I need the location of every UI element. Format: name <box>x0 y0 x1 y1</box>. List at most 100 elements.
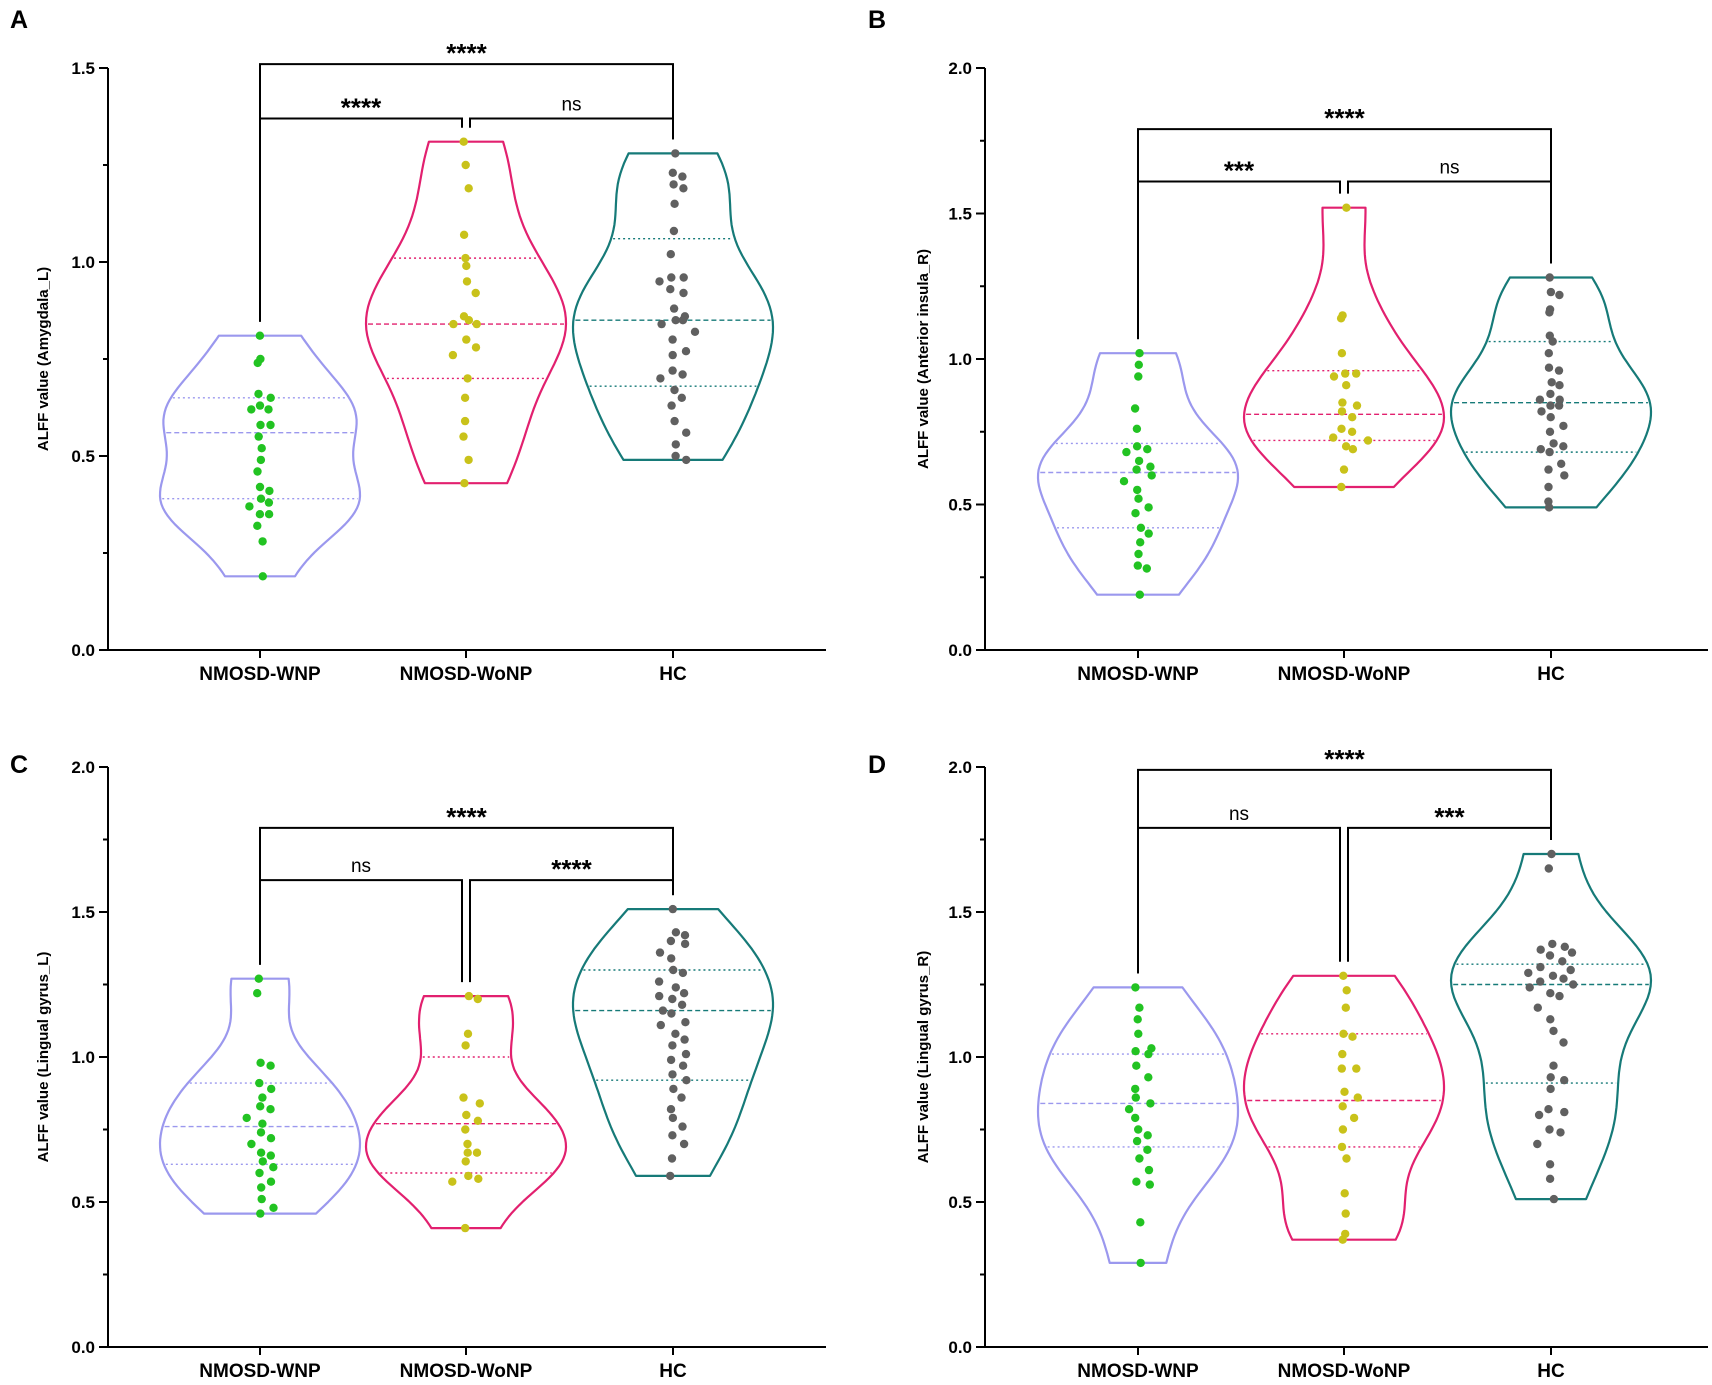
data-point <box>667 273 676 282</box>
y-tick-label: 0.0 <box>948 641 972 660</box>
data-point <box>667 1009 676 1018</box>
data-point <box>1545 273 1554 282</box>
data-point <box>1132 1136 1142 1146</box>
data-point <box>461 1223 470 1233</box>
data-point <box>666 285 675 294</box>
data-point <box>671 149 680 158</box>
data-point <box>1544 1105 1553 1114</box>
data-point <box>667 954 676 963</box>
data-point <box>471 343 481 352</box>
data-point <box>1566 965 1575 975</box>
violin-hc <box>571 152 775 461</box>
data-point <box>474 1174 483 1184</box>
data-point <box>1557 459 1566 468</box>
significance-bracket <box>1347 826 1552 962</box>
data-point <box>669 304 679 313</box>
significance-bracket <box>1137 826 1341 974</box>
data-point <box>1537 407 1546 416</box>
data-point <box>679 288 688 298</box>
data-point <box>679 273 688 282</box>
y-tick-label: 2.0 <box>948 59 972 78</box>
data-point <box>669 226 679 236</box>
data-point <box>253 521 262 530</box>
data-point <box>258 537 267 546</box>
data-point <box>668 335 677 344</box>
violin-nmosd-wnp <box>1036 986 1240 1264</box>
data-point <box>1347 427 1357 436</box>
x-tick-label: NMOSD-WoNP <box>400 664 533 685</box>
panel-letter: C <box>10 751 28 779</box>
data-point <box>256 1148 266 1157</box>
data-point <box>666 250 675 259</box>
data-point <box>1337 424 1346 433</box>
significance-bracket <box>1137 768 1552 974</box>
data-point <box>678 316 688 325</box>
data-point <box>463 1139 472 1149</box>
data-point <box>1136 1258 1145 1268</box>
data-point <box>464 455 473 465</box>
violin-nmosd-wonp <box>1242 974 1446 1241</box>
data-point <box>254 432 263 441</box>
data-point <box>657 319 666 329</box>
data-point <box>678 1061 688 1070</box>
data-point <box>1136 523 1146 532</box>
data-point <box>681 1018 690 1027</box>
violin-nmosd-wonp <box>1242 206 1446 489</box>
data-point <box>1352 1064 1361 1073</box>
data-point <box>678 370 687 379</box>
data-point <box>1348 1032 1357 1041</box>
data-point <box>1352 401 1362 410</box>
significance-bracket <box>469 879 674 983</box>
data-point <box>1544 864 1554 873</box>
data-point <box>1134 549 1143 559</box>
data-point <box>1329 372 1339 381</box>
data-point <box>473 994 482 1004</box>
data-point <box>253 467 262 476</box>
data-point <box>1525 983 1534 992</box>
data-point <box>1338 1102 1347 1111</box>
data-point <box>1546 1073 1555 1082</box>
data-point <box>1535 395 1545 404</box>
data-point <box>1559 974 1568 983</box>
data-point <box>253 989 262 998</box>
data-point <box>656 374 665 383</box>
data-point <box>1135 590 1145 599</box>
y-tick-label: 0.0 <box>71 1338 95 1357</box>
data-point <box>269 1203 278 1213</box>
data-point <box>668 1113 678 1123</box>
x-tick-label: NMOSD-WNP <box>1077 1361 1199 1382</box>
data-point <box>1560 1107 1569 1117</box>
data-point <box>1338 1235 1347 1244</box>
data-point <box>1547 378 1556 387</box>
data-point <box>1353 1093 1363 1102</box>
data-point <box>1548 971 1558 980</box>
panel-b: B ALFF value (Anterior insula_R) 0.0 0.5 1.0… <box>868 6 1708 685</box>
x-tick-label: NMOSD-WNP <box>1077 664 1199 685</box>
data-point <box>678 968 688 978</box>
data-point <box>1133 561 1143 570</box>
data-point <box>257 1183 266 1192</box>
data-point <box>1337 349 1347 358</box>
data-point <box>1546 389 1555 399</box>
data-point <box>671 983 680 992</box>
data-point <box>668 1131 677 1140</box>
x-tick-label: NMOSD-WNP <box>199 664 321 685</box>
data-point <box>1136 538 1145 547</box>
data-point <box>1342 203 1351 212</box>
data-point <box>1341 442 1351 451</box>
data-point <box>677 1000 687 1009</box>
data-point <box>245 502 254 511</box>
data-point <box>267 1084 276 1094</box>
data-point <box>682 428 691 437</box>
y-axis-label: ALFF value (Anterior insula_R) <box>915 249 932 469</box>
data-point <box>1544 465 1553 474</box>
data-point <box>1544 349 1554 358</box>
data-point <box>464 316 474 325</box>
data-point <box>1339 971 1348 980</box>
data-point <box>681 347 691 356</box>
data-point <box>679 184 688 193</box>
data-point <box>266 1177 276 1186</box>
violin-nmosd-wonp <box>364 995 568 1230</box>
significance-bracket <box>259 826 674 965</box>
panel-letter: A <box>10 6 28 34</box>
